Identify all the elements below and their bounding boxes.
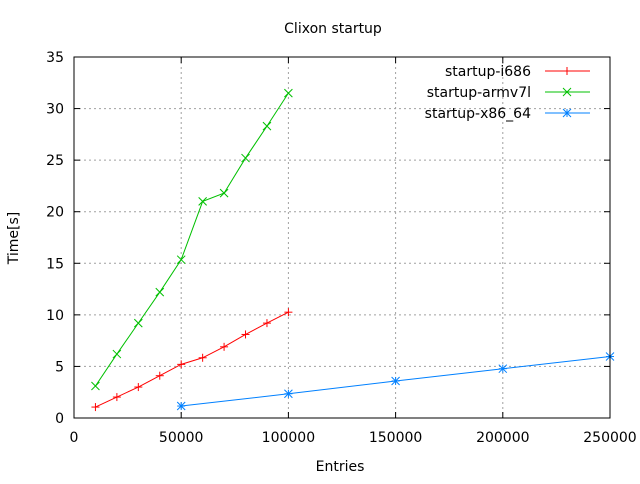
legend-label: startup-i686 [445,64,531,80]
legend-marker-stroke [562,108,572,118]
data-point-startup-armv7l-stroke [219,188,229,198]
x-tick-label: 50000 [159,430,204,446]
y-tick-label: 5 [55,359,64,375]
series-line-startup-armv7l [95,92,289,387]
data-point-startup-x86_64-stroke [498,364,508,374]
data-point-startup-armv7l [241,153,250,163]
chart-title: Clixon startup [284,21,382,37]
data-point-startup-armv7l-stroke [91,381,100,391]
plot-frame [73,56,611,419]
data-point-startup-i686 [177,360,186,369]
data-point-startup-x86_64 [176,401,186,411]
data-point-startup-x86_64 [284,389,293,399]
data-point-startup-armv7l [112,349,122,359]
y-tick-label: 0 [55,411,64,427]
data-point-startup-armv7l-stroke [262,121,272,131]
x-tick-label: 150000 [369,430,422,446]
y-tick-label: 35 [46,50,64,66]
data-point-startup-armv7l [133,318,143,328]
data-point-startup-x86_64-stroke [176,401,186,411]
series-line-startup-i686 [95,311,289,408]
data-point-startup-armv7l-stroke [133,318,143,328]
legend-marker [562,87,572,97]
data-point-startup-i686 [91,403,100,412]
data-point-startup-i686 [284,308,293,317]
y-axis-label: Time[s] [6,212,22,265]
x-tick-label: 200000 [476,430,529,446]
x-axis-label: Entries [316,459,365,475]
y-tick-label: 15 [46,256,64,272]
y-tick-label: 30 [46,102,64,118]
legend: startup-i686 startup-armv7l startup-x86_64 [425,64,590,122]
data-point-startup-armv7l [198,197,207,206]
data-point-startup-i686 [262,319,271,328]
legend-label: startup-armv7l [427,85,531,101]
legend-marker-stroke [562,87,572,97]
data-point-startup-armv7l-stroke [112,349,122,359]
legend-marker [562,108,572,118]
y-tick-label: 20 [46,205,64,221]
x-tick-label: 250000 [583,430,636,446]
data-point-startup-armv7l [91,381,100,391]
data-point-startup-x86_64-stroke [391,376,400,386]
data-point-startup-x86_64-stroke [284,389,293,399]
data-point-startup-i686 [220,342,229,351]
data-point-startup-i686 [198,353,207,362]
data-point-startup-armv7l [219,188,229,198]
legend-label: startup-x86_64 [425,106,531,122]
y-tick-label: 25 [46,153,64,169]
x-tick-label: 0 [70,430,79,446]
ticks: 0 50000 100000 150000 200000 250000 0 5 10 15 20 25… [46,50,637,446]
data-point-startup-armv7l-stroke [284,88,293,98]
data-point-startup-i686 [134,383,143,392]
data-point-startup-armv7l-stroke [241,153,250,163]
y-tick-label: 10 [46,308,64,324]
legend-marker [563,67,571,75]
data-point-startup-armv7l-stroke [176,255,186,265]
data-point-startup-armv7l [284,88,293,98]
data-point-startup-armv7l-stroke [198,197,207,206]
series-group [91,88,615,412]
data-point-startup-i686 [112,393,121,402]
data-point-startup-armv7l-stroke [155,287,165,297]
data-point-startup-armv7l [176,255,186,265]
data-point-startup-armv7l [262,121,272,131]
data-point-startup-x86_64 [498,364,508,374]
data-point-startup-i686 [155,371,164,380]
data-point-startup-x86_64 [391,376,400,386]
data-point-startup-i686 [241,330,250,339]
data-point-startup-armv7l [155,287,165,297]
x-tick-label: 100000 [262,430,315,446]
